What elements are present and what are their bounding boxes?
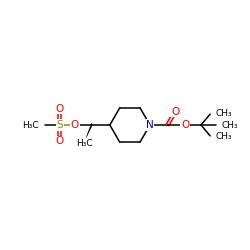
Text: O: O [181, 120, 189, 130]
Text: N: N [146, 120, 154, 130]
Text: S: S [56, 120, 63, 130]
Text: CH₃: CH₃ [221, 120, 238, 130]
Text: O: O [56, 104, 64, 114]
Text: H₃C: H₃C [76, 139, 93, 148]
Text: O: O [56, 136, 64, 146]
Polygon shape [86, 123, 92, 138]
Text: H₃C: H₃C [22, 120, 38, 130]
Text: CH₃: CH₃ [216, 109, 232, 118]
Text: O: O [71, 120, 79, 130]
Text: O: O [171, 107, 179, 117]
Text: CH₃: CH₃ [216, 132, 232, 141]
